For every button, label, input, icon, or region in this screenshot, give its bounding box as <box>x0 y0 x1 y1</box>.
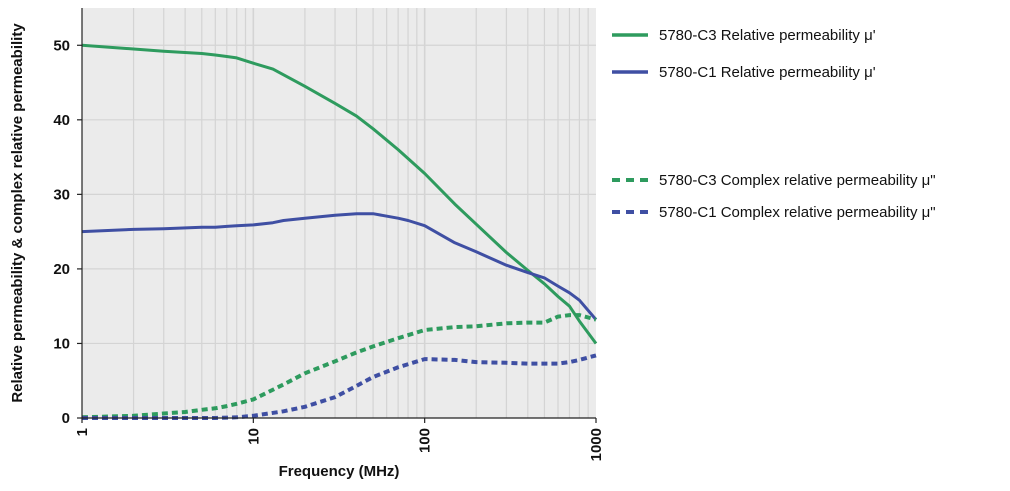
legend-label: 5780-C1 Relative permeability μ' <box>659 64 876 81</box>
plot-background <box>82 8 596 418</box>
series-line-1 <box>81 43 598 345</box>
y-tick-label: 10 <box>53 335 70 352</box>
legend-label: 5780-C3 Relative permeability μ' <box>659 27 876 44</box>
series-line-3 <box>81 313 597 420</box>
y-tick-label: 40 <box>53 112 70 129</box>
x-tick-label: 10 <box>245 428 262 445</box>
y-tick-label: 30 <box>53 186 70 203</box>
y-axis-title: Relative permeability & complex relative… <box>9 23 26 403</box>
x-axis-title: Frequency (MHz) <box>279 463 400 480</box>
x-tick-label: 1 <box>74 428 91 436</box>
x-tick-label: 1000 <box>588 428 605 461</box>
x-tick-label: 100 <box>417 428 434 453</box>
legend-label: 5780-C3 Complex relative permeability μ" <box>659 172 936 189</box>
legend-label: 5780-C1 Complex relative permeability μ" <box>659 204 936 221</box>
y-tick-label: 0 <box>62 410 70 427</box>
series-line-2 <box>81 212 598 321</box>
y-tick-label: 20 <box>53 261 70 278</box>
y-tick-label: 50 <box>53 37 70 54</box>
axis-layer: 0 10 20 30 40 50 1 10 100 1000 <box>53 8 605 461</box>
legend: 5780-C3 Relative permeability μ' 5780-C1 … <box>612 27 936 221</box>
